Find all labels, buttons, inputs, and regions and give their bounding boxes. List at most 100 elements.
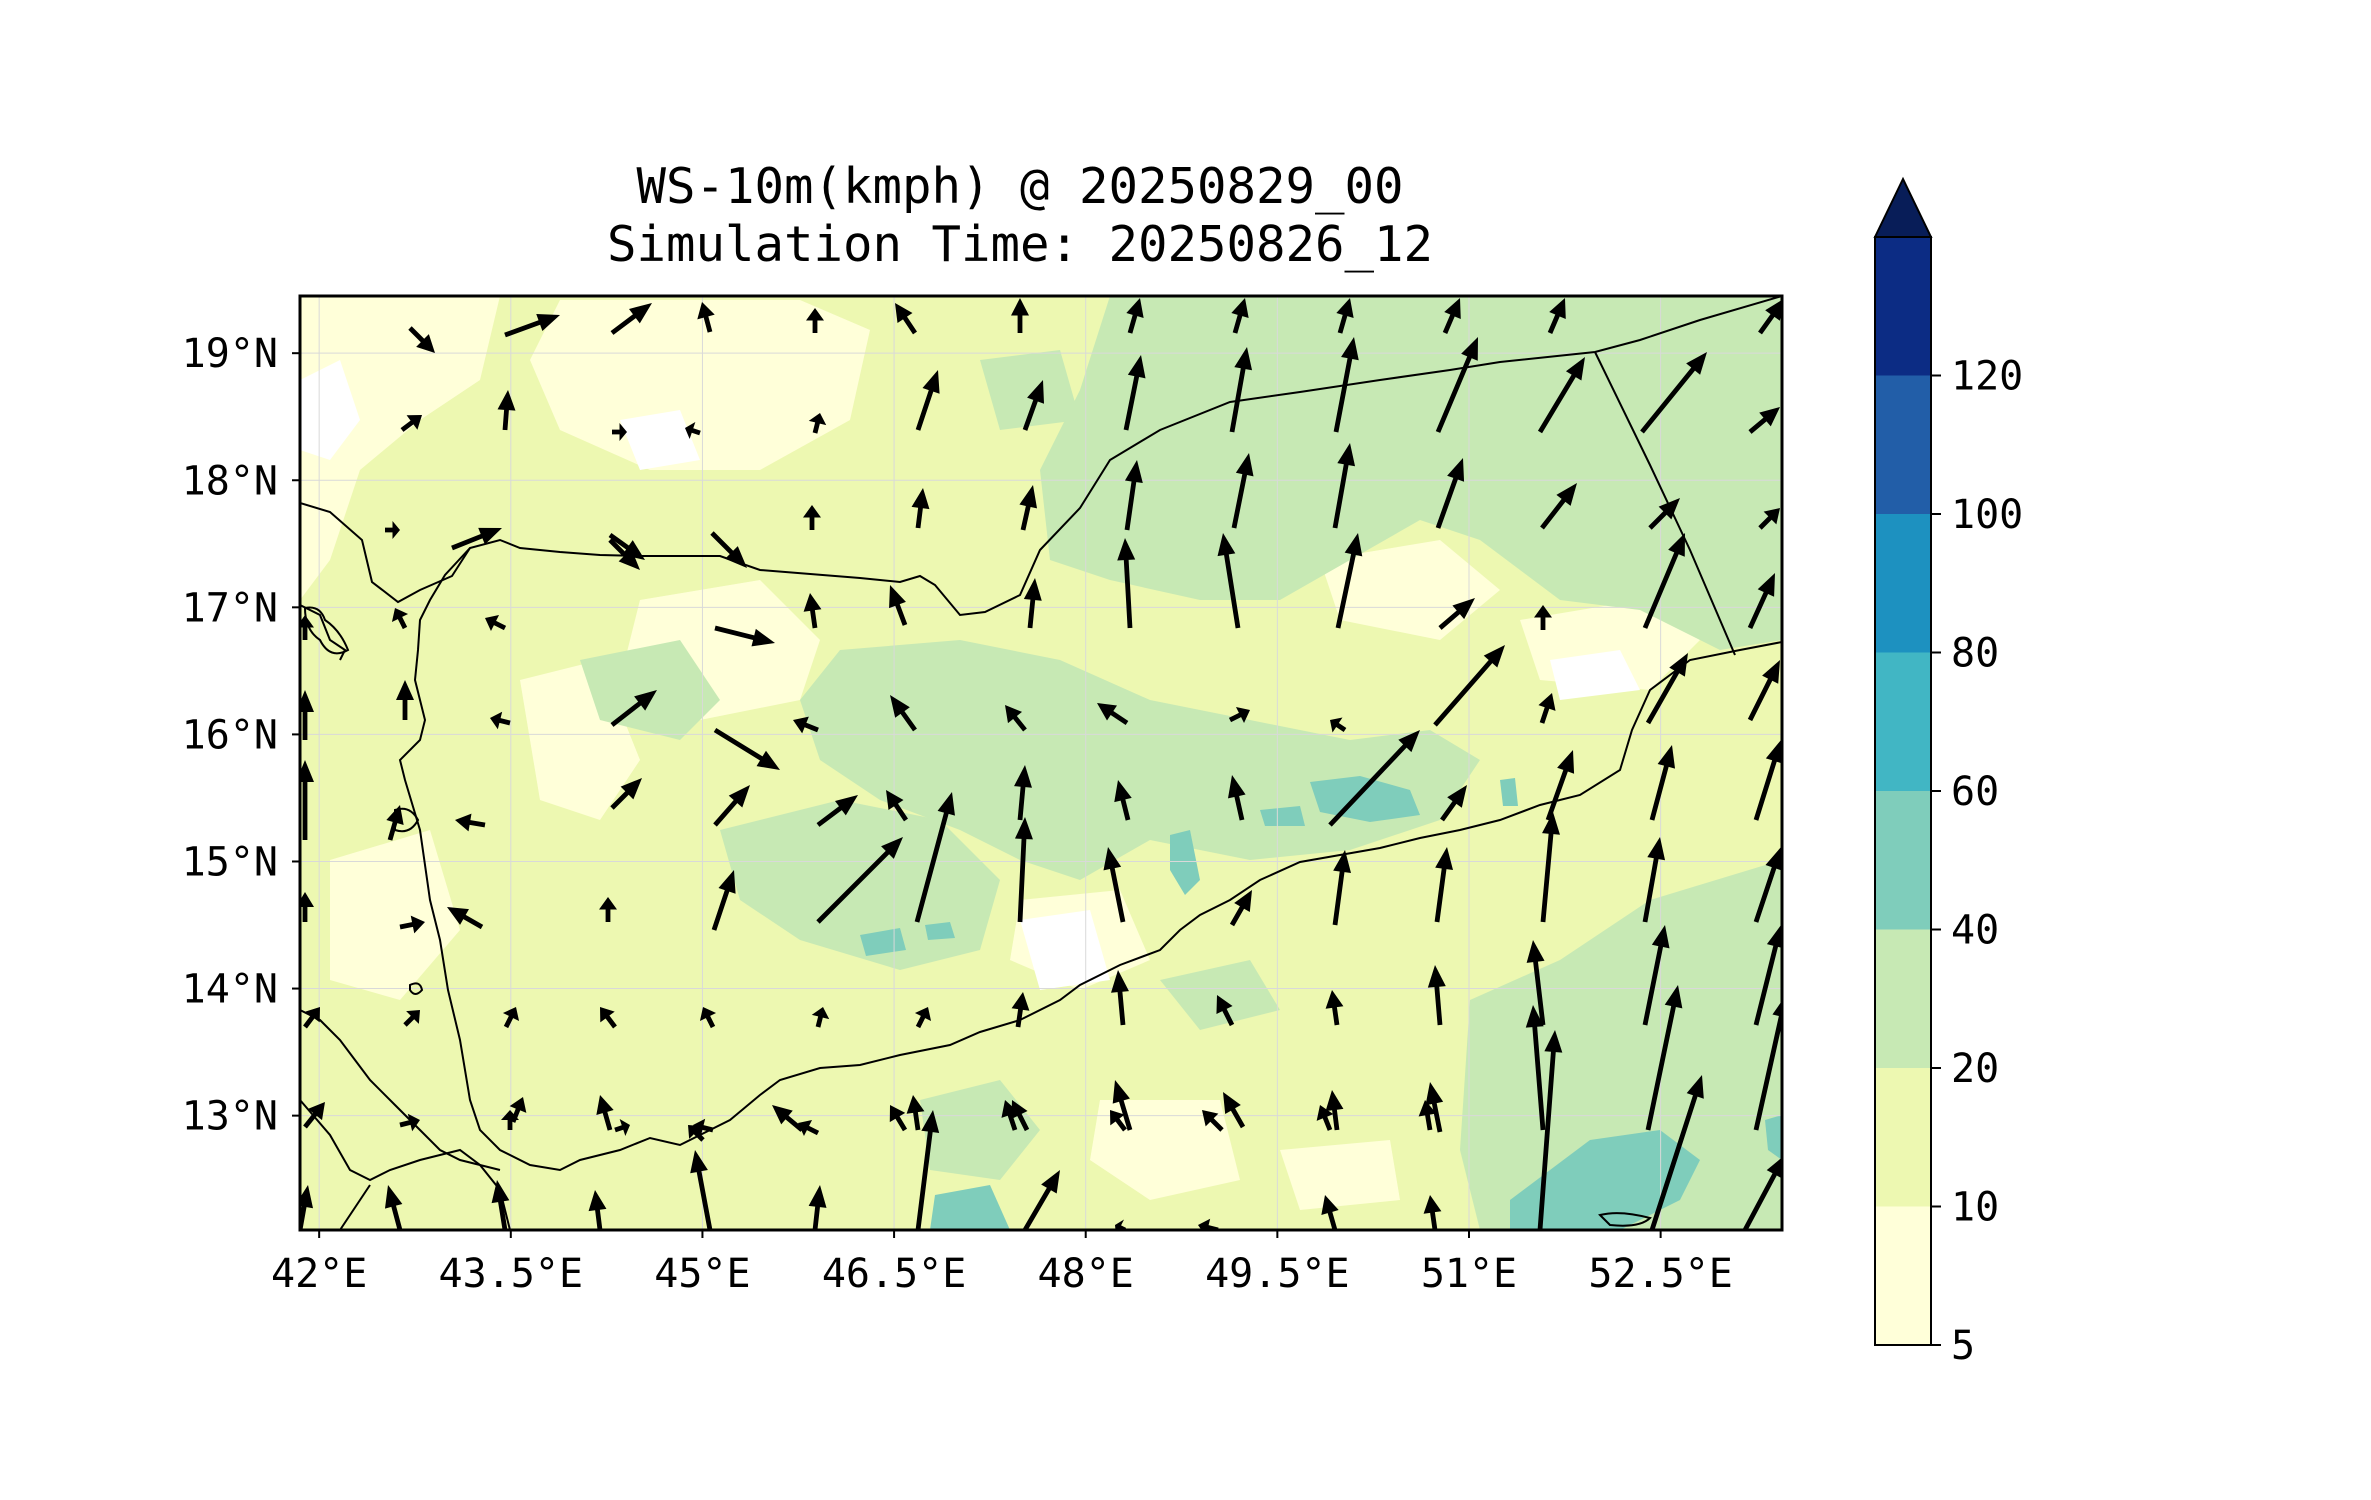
wind-arrow [490, 711, 511, 730]
wind-arrow [803, 505, 821, 530]
wind-arrow [816, 837, 903, 924]
wind-arrow [447, 907, 484, 930]
x-tick-label: 48°E [1038, 1251, 1134, 1297]
x-tick-label: 42°E [271, 1251, 367, 1297]
wind-arrow [491, 1180, 510, 1230]
colorbar-label: 60 [1951, 769, 1999, 815]
wind-arrow [1114, 780, 1132, 821]
wind-arrow [1537, 357, 1585, 434]
wind-arrow [1642, 533, 1685, 629]
y-tick-label: 18°N [182, 458, 278, 504]
wind-arrow [612, 423, 627, 441]
wind-arrow [1748, 407, 1780, 434]
x-tick-label: 45°E [654, 1251, 750, 1297]
wind-arrow [610, 690, 657, 727]
wind-arrow [1649, 745, 1676, 821]
wind-arrow [399, 1113, 420, 1132]
wind-arrow [803, 593, 822, 629]
wind-arrow [1747, 573, 1775, 629]
wind-arrow [300, 760, 314, 840]
wind-arrow [690, 1150, 713, 1230]
wind-arrow [1198, 1218, 1219, 1230]
wind-arrow [688, 1125, 705, 1142]
wind-arrow [1648, 498, 1680, 530]
wind-arrow [1111, 970, 1129, 1026]
y-tick-label: 16°N [182, 712, 278, 758]
wind-arrow [1321, 1195, 1339, 1230]
wind-arrow [1112, 1080, 1133, 1131]
wind-arrow [385, 521, 400, 539]
colorbar-label: 10 [1951, 1185, 1999, 1231]
y-tick-label: 15°N [182, 839, 278, 885]
wind-arrow [1427, 965, 1446, 1026]
y-tick-label: 14°N [182, 967, 278, 1013]
wind-arrow [1537, 1030, 1563, 1230]
title-line-1: WS-10m(kmph) @ 20250829_00 [636, 158, 1404, 215]
wind-arrow [1640, 352, 1707, 434]
wind-arrow [396, 680, 414, 720]
wind-arrow [502, 1007, 520, 1029]
map-plot-area [300, 296, 1782, 1230]
x-tick-label: 43.5°E [439, 1251, 584, 1297]
title-line-2: Simulation Time: 20250826_12 [606, 216, 1433, 273]
wind-arrow [1231, 298, 1249, 334]
colorbar-segment [1875, 652, 1931, 791]
wind-arrow [1115, 1219, 1127, 1230]
wind-arrow [1328, 730, 1420, 827]
socotra-coast [1598, 1212, 1652, 1227]
wind-arrow [811, 1007, 830, 1028]
wind-arrow [1014, 765, 1032, 821]
yemen-coastline [398, 547, 1782, 1172]
wind-arrow [400, 415, 422, 432]
wind-arrow [614, 1118, 630, 1137]
wind-arrow [1538, 693, 1556, 724]
wind-arrow [1332, 443, 1356, 529]
wind-arrow [1525, 1005, 1546, 1131]
wind-arrow [485, 614, 507, 632]
wind-arrow [1645, 653, 1688, 725]
wind-arrow [1005, 705, 1027, 732]
wind-arrow [455, 813, 486, 832]
wind-arrow [697, 302, 715, 333]
wind-arrow [1642, 837, 1666, 923]
wind-arrow [713, 785, 750, 827]
wind-arrow [890, 695, 917, 732]
wind-arrow [451, 527, 502, 551]
wind-arrow [386, 805, 404, 841]
wind-arrow [1332, 850, 1352, 926]
y-tick-label: 13°N [182, 1094, 278, 1140]
dahlak-islands [303, 606, 350, 655]
wind-arrow [300, 690, 314, 740]
wind-arrow [497, 390, 516, 431]
wind-arrow [1742, 1157, 1782, 1230]
wind-arrow [399, 915, 425, 934]
wind-arrow [1325, 990, 1344, 1026]
wind-arrow [914, 792, 955, 923]
wind-arrow [772, 1105, 804, 1132]
wind-arrow [610, 303, 652, 335]
wind-arrow [699, 1007, 717, 1029]
wind-arrow [1097, 703, 1129, 725]
x-tick-label: 46.5°E [822, 1251, 967, 1297]
wind-arrow [1747, 660, 1780, 722]
chart-title: WS-10m(kmph) @ 20250829_00 Simulation Ti… [0, 158, 2040, 274]
y-tick-label: 19°N [182, 331, 278, 377]
colorbar-extend-arrow [1873, 176, 1933, 238]
wind-arrow [1753, 1000, 1782, 1131]
wind-arrow [1231, 453, 1254, 529]
wind-arrow [1540, 483, 1577, 530]
wind-arrow [1316, 1105, 1334, 1131]
african-coastline-south [300, 1009, 501, 1171]
wind-arrow [906, 1095, 925, 1131]
wind-arrow [1753, 847, 1782, 923]
wind-shading-40-60 [860, 776, 1782, 1230]
wind-arrow [1526, 940, 1546, 1026]
wind-arrow [1001, 1100, 1019, 1131]
wind-arrow [1423, 1195, 1442, 1230]
x-tick-label: 52.5°E [1588, 1251, 1733, 1297]
colorbar-label: 100 [1951, 492, 2023, 538]
wind-arrow [808, 1185, 827, 1230]
wind-arrow [1649, 1075, 1704, 1230]
wind-arrow [1217, 533, 1241, 629]
